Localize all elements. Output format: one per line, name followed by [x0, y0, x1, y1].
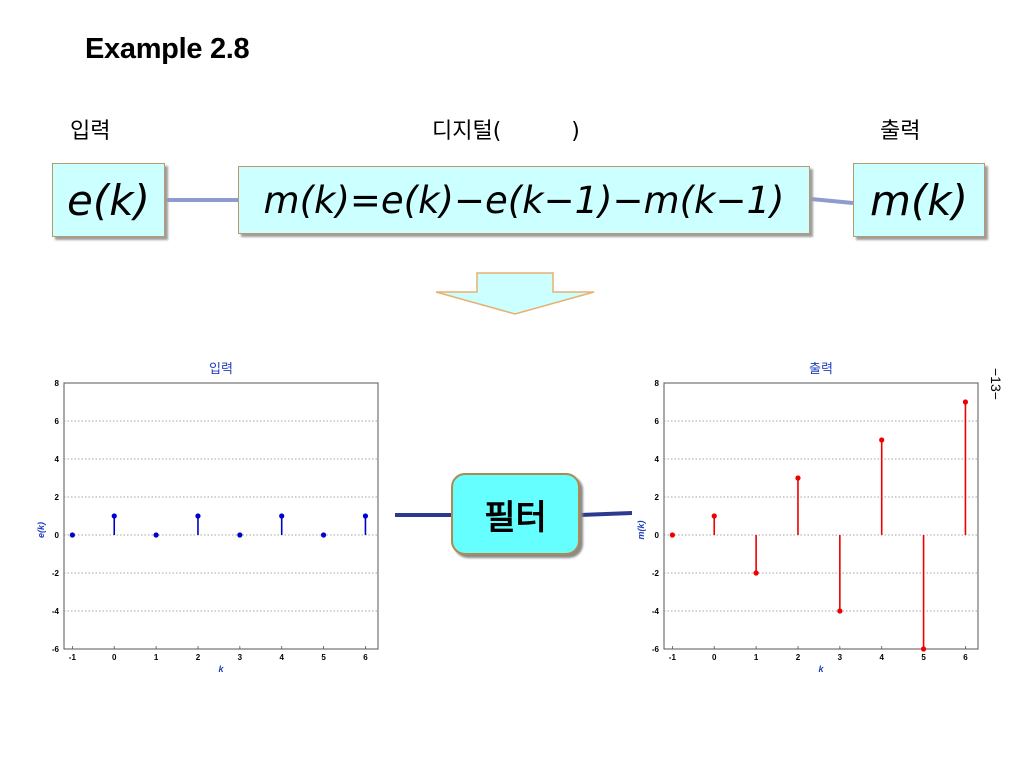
stem-marker	[753, 570, 759, 576]
x-tick-label: -1	[669, 653, 677, 662]
output-label: 출력	[880, 119, 921, 144]
x-tick-label: 6	[363, 653, 368, 662]
x-tick-label: 1	[154, 653, 159, 662]
x-tick-label: 4	[279, 653, 284, 662]
y-tick-label: -6	[52, 645, 60, 654]
y-tick-label: 2	[55, 493, 60, 502]
output-signal-box: m(k)	[853, 163, 985, 237]
stem-marker	[879, 437, 885, 443]
stem-marker	[837, 608, 843, 614]
x-tick-label: 2	[196, 653, 201, 662]
stem-marker	[795, 475, 801, 481]
stem-marker	[237, 532, 243, 538]
page-number: −13−	[988, 368, 1004, 400]
y-tick-label: -2	[652, 569, 660, 578]
stem-marker	[669, 532, 675, 538]
x-axis-label: k	[218, 664, 224, 674]
digital-label: 디지털( )	[432, 119, 580, 144]
x-axis-label: k	[818, 664, 824, 674]
y-tick-label: 2	[655, 493, 660, 502]
chart-title: 입력	[209, 361, 233, 376]
y-tick-label: 6	[655, 417, 660, 426]
down-arrow-icon	[435, 272, 595, 315]
plot-frame	[63, 382, 379, 650]
y-tick-label: 0	[55, 531, 60, 540]
stem-marker	[111, 513, 117, 519]
x-tick-label: 2	[796, 653, 801, 662]
y-tick-label: -4	[52, 607, 60, 616]
stem-marker	[920, 646, 927, 652]
stem-marker	[362, 513, 369, 519]
x-tick-label: 1	[754, 653, 759, 662]
input-stem-chart: 입력 e(k) k 8 6 4 2 0 -2 -4 -6 -1 0 1 2 3 4 5 6	[36, 361, 379, 674]
x-tick-label: 6	[963, 653, 968, 662]
slide-title: Example 2.8	[85, 33, 250, 65]
y-tick-label: 4	[55, 455, 60, 464]
x-tick-label: 4	[879, 653, 884, 662]
x-tick-label: 3	[838, 653, 843, 662]
stem-marker	[711, 513, 717, 519]
connector-filter-output-chart	[579, 511, 633, 517]
input-signal-box: e(k)	[52, 163, 165, 237]
output-stem-chart: 출력 m(k) k 8 6 4 2 0 -2 -4 -6 -1 0 1 2 3 4 5 6	[636, 361, 979, 674]
x-tick-label: 3	[238, 653, 243, 662]
connector-equation-output	[810, 197, 854, 205]
stem-marker	[195, 513, 201, 519]
y-axis-label: e(k)	[36, 522, 46, 538]
y-tick-label: -2	[52, 569, 60, 578]
x-tick-label: 0	[712, 653, 717, 662]
plot-frame	[663, 382, 979, 650]
stem-marker	[320, 532, 327, 538]
y-axis-label: m(k)	[636, 520, 646, 539]
filter-box: 필터	[451, 473, 580, 555]
y-tick-label: 0	[655, 531, 660, 540]
x-tick-label: 5	[321, 653, 326, 662]
difference-equation-box: m(k)=e(k)−e(k−1)−m(k−1)	[238, 166, 810, 234]
input-label: 입력	[70, 119, 111, 144]
stem-marker	[69, 532, 75, 538]
x-tick-label: 0	[112, 653, 117, 662]
stem-marker	[153, 532, 159, 538]
x-tick-label: 5	[921, 653, 926, 662]
y-tick-label: 6	[55, 417, 60, 426]
y-tick-label: 4	[655, 455, 660, 464]
y-tick-label: 8	[655, 379, 660, 388]
x-tick-label: -1	[69, 653, 77, 662]
y-tick-label: 8	[55, 379, 60, 388]
y-tick-label: -6	[652, 645, 660, 654]
stem-marker	[279, 513, 285, 519]
y-tick-label: -4	[652, 607, 660, 616]
stem-marker	[962, 399, 969, 405]
chart-title: 출력	[809, 361, 833, 376]
